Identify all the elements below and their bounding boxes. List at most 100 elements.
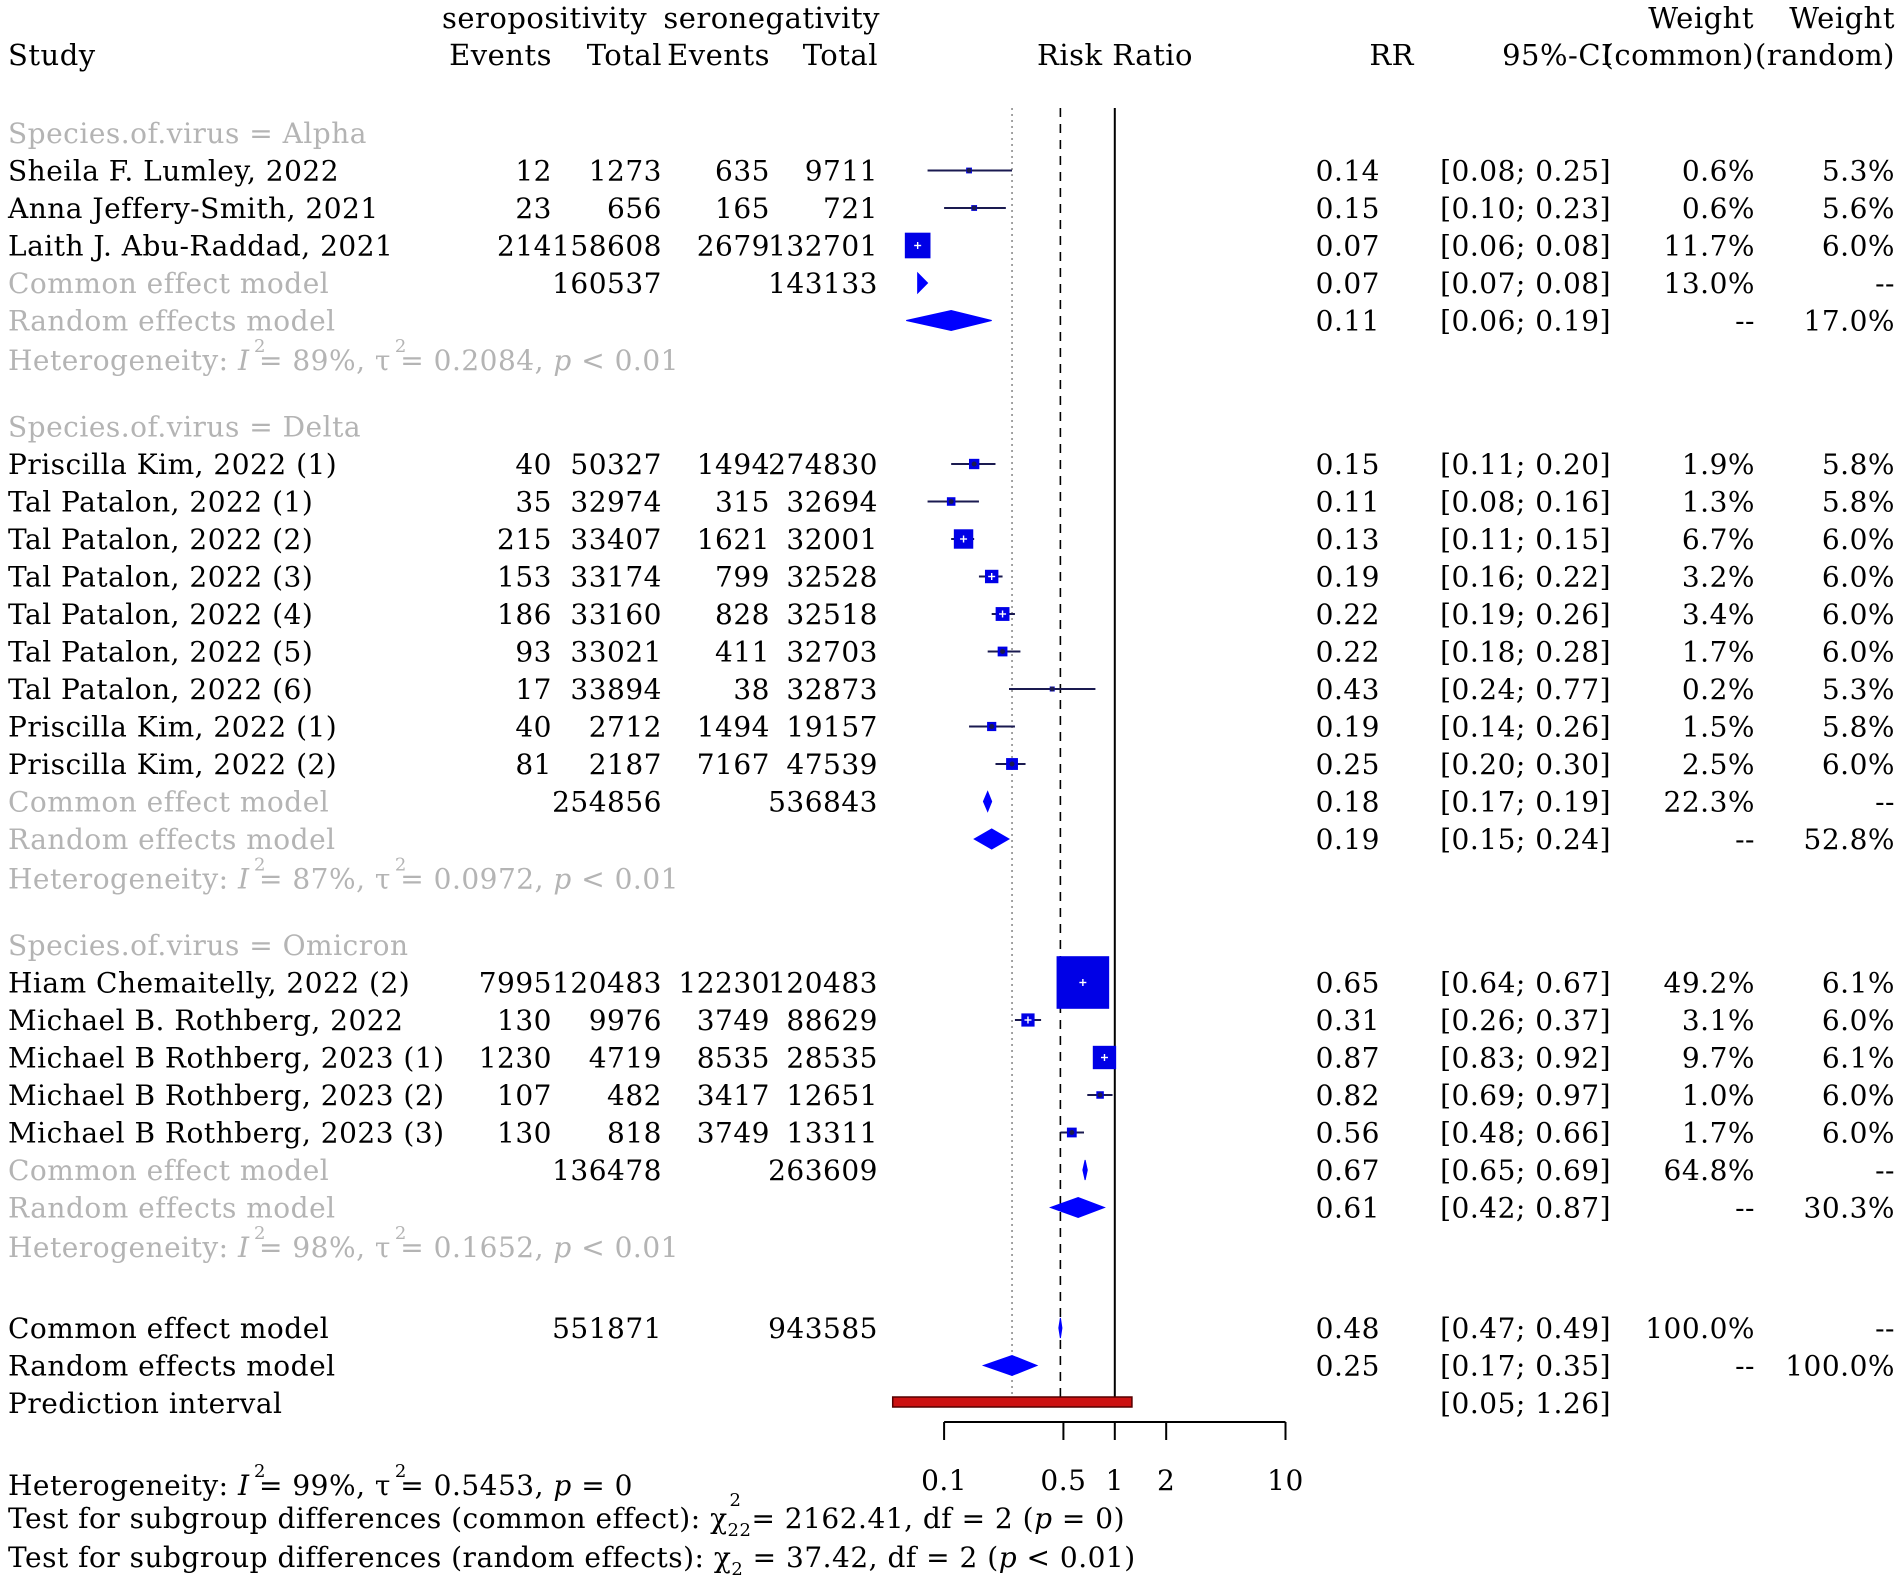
study-2-3-events-e: 107 [497,1079,552,1112]
study-1-0-point [971,461,977,467]
study-1-4-rr: 0.22 [1316,598,1380,631]
overall-heterogeneity-part: τ [375,1469,391,1502]
study-0-2-events-e: 214 [497,230,552,263]
overall-common-diamond [1058,1317,1063,1339]
subgroup-random-diamond [973,828,1011,850]
overall-heterogeneity-superscript: 2 [254,1461,266,1482]
subgroup-random-ci: [0.15; 0.24] [1440,823,1611,856]
study-2-1-events-e: 130 [497,1004,552,1037]
study-2-3-events-c: 3417 [697,1079,770,1112]
study-1-5-rr: 0.22 [1316,636,1380,669]
overall-common-ci: [0.47; 0.49] [1440,1312,1611,1345]
study-2-0-weight-random: 6.1% [1822,967,1895,1000]
subgroup-common-ci: [0.65; 0.69] [1440,1154,1611,1187]
subgroup-common-total-e: 136478 [552,1154,662,1187]
study-1-8-rr: 0.25 [1316,748,1380,781]
study-0-0-point [966,168,972,173]
study-1-0-total-c: 274830 [768,448,878,481]
study-1-6-events-e: 17 [515,673,552,706]
subgroup-heterogeneity-part: Heterogeneity: [8,1231,238,1264]
study-0-1-weight-common: 0.6% [1682,192,1755,225]
study-1-4-total-e: 33160 [570,598,662,631]
overall-common-total-e: 551871 [552,1312,662,1345]
subgroup-common-total-c: 263609 [768,1154,878,1187]
study-1-3-total-c: 32528 [786,561,878,594]
study-1-4-name: Tal Patalon, 2022 (4) [8,598,313,631]
subgroup-common-diamond [1082,1159,1088,1181]
header-risk-ratio: Risk Ratio [1037,38,1193,72]
study-2-4-weight-common: 1.7% [1682,1117,1755,1150]
study-1-6-rr: 0.43 [1316,673,1380,706]
subgroup-common-weight-common: 22.3% [1664,786,1755,819]
header-weight-common-sub: (common) [1603,38,1754,72]
study-1-8-events-e: 81 [515,748,552,781]
overall-common-label: Common effect model [8,1312,329,1345]
study-1-2-total-c: 32001 [786,523,878,556]
study-0-0-total-c: 9711 [805,155,878,188]
subgroup-heterogeneity-part: I [237,863,250,896]
subgroup-heterogeneity-part: < 0.01 [572,344,679,377]
study-0-2-ci: [0.06; 0.08] [1440,230,1611,263]
prediction-interval-label: Prediction interval [8,1387,283,1420]
x-axis-tick-label: 10 [1267,1464,1304,1497]
study-0-0-weight-common: 0.6% [1682,155,1755,188]
study-1-6-name: Tal Patalon, 2022 (6) [8,673,313,706]
study-1-7-total-c: 19157 [786,711,878,744]
subgroup-heterogeneity: Heterogeneity: I = 87%, τ = 0.0972, p < … [8,863,679,896]
study-0-0-name: Sheila F. Lumley, 2022 [8,155,339,188]
study-2-0-name: Hiam Chemaitelly, 2022 (2) [8,967,410,1000]
study-0-1-events-e: 23 [515,192,552,225]
study-2-4-total-e: 818 [607,1117,662,1150]
subgroup-random-weight-common: -- [1735,1192,1755,1225]
study-1-1-weight-common: 1.3% [1682,486,1755,519]
subgroup-random-weight-random: 17.0% [1804,305,1895,338]
study-2-4-total-c: 13311 [786,1117,878,1150]
subgroup-heterogeneity-part: < 0.01 [572,1231,679,1264]
study-2-0-weight-common: 49.2% [1664,967,1755,1000]
study-1-3-ci: [0.16; 0.22] [1440,561,1611,594]
study-2-4-ci: [0.48; 0.66] [1440,1117,1611,1150]
subgroup-heterogeneity-part: Heterogeneity: [8,863,238,896]
subgroup-heterogeneity-part: τ [375,863,391,896]
study-2-1-ci: [0.26; 0.37] [1440,1004,1611,1037]
subgroup-common-ci: [0.07; 0.08] [1440,267,1611,300]
subgroup-random-weight-random: 30.3% [1804,1192,1895,1225]
overall-heterogeneity-part: p [553,1469,571,1502]
study-0-2-events-c: 2679 [697,230,770,263]
study-1-7-weight-common: 1.5% [1682,711,1755,744]
study-2-4-point [1069,1130,1075,1135]
study-1-5-point [1000,649,1006,654]
study-1-0-weight-random: 5.8% [1822,448,1895,481]
study-1-2-weight-random: 6.0% [1822,523,1895,556]
study-1-7-ci: [0.14; 0.26] [1440,711,1611,744]
study-2-3-rr: 0.82 [1316,1079,1380,1112]
study-0-1-events-c: 165 [715,192,770,225]
study-1-6-total-c: 32873 [786,673,878,706]
study-1-4-events-e: 186 [497,598,552,631]
study-2-1-rr: 0.31 [1316,1004,1380,1037]
subgroup-random-weight-common: -- [1735,823,1755,856]
study-0-0-events-e: 12 [515,155,552,188]
study-0-2-weight-common: 11.7% [1664,230,1755,263]
subgroup-label: Species.of.virus = Delta [8,411,361,444]
study-1-2-rr: 0.13 [1316,523,1380,556]
test-subgroup-common-superscript: 2 [730,1490,742,1511]
study-2-1-events-c: 3749 [697,1004,770,1037]
study-1-7-weight-random: 5.8% [1822,711,1895,744]
study-0-2-weight-random: 6.0% [1822,230,1895,263]
study-2-4-events-c: 3749 [697,1117,770,1150]
subgroup-heterogeneity-part: < 0.01 [572,863,679,896]
study-2-0-events-c: 12230 [678,967,770,1000]
study-1-3-weight-random: 6.0% [1822,561,1895,594]
study-0-1-total-c: 721 [823,192,878,225]
subgroup-heterogeneity-part: p [553,344,571,377]
study-1-1-rr: 0.11 [1316,486,1380,519]
study-0-1-ci: [0.10; 0.23] [1440,192,1611,225]
study-0-2-rr: 0.07 [1316,230,1380,263]
study-2-2-name: Michael B Rothberg, 2023 (1) [8,1042,445,1075]
x-axis-tick-label: 0.5 [1040,1464,1086,1497]
study-1-1-ci: [0.08; 0.16] [1440,486,1611,519]
study-1-8-point [1009,761,1015,767]
study-2-1-total-c: 88629 [786,1004,878,1037]
study-2-3-name: Michael B Rothberg, 2023 (2) [8,1079,445,1112]
